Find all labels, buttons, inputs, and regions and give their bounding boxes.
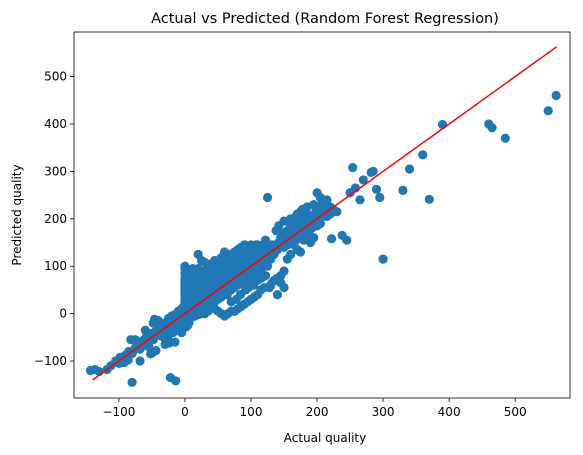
scatter-point xyxy=(404,164,415,174)
x-tick-label: 100 xyxy=(240,405,263,419)
scatter-point xyxy=(279,282,289,293)
scatter-point xyxy=(375,192,385,203)
x-tick-label: −100 xyxy=(102,405,135,419)
y-tick-label: −100 xyxy=(34,354,67,368)
scatter-point xyxy=(127,377,137,387)
scatter-point xyxy=(326,234,337,244)
x-tick-label: 400 xyxy=(438,405,461,419)
x-axis-ticks: −100 0 100 200 300 400 500 xyxy=(102,398,527,419)
scatter-point xyxy=(267,278,277,288)
x-tick-label: 300 xyxy=(372,405,395,419)
scatter-point xyxy=(181,322,191,332)
scatter-point xyxy=(307,223,317,233)
scatter-point xyxy=(289,240,299,250)
y-tick-label: 300 xyxy=(44,164,67,178)
scatter-point xyxy=(196,255,207,266)
scatter-point xyxy=(262,261,273,271)
y-tick-label: 200 xyxy=(44,212,67,226)
scatter-point xyxy=(358,175,368,185)
scatter-point xyxy=(437,119,448,130)
fit-line-layer xyxy=(92,46,558,381)
scatter-point xyxy=(424,194,434,204)
scatter-point xyxy=(164,338,174,348)
scatter-point xyxy=(378,254,388,264)
scatter-point xyxy=(348,162,358,173)
scatter-point xyxy=(551,90,561,101)
y-axis-label: Predicted quality xyxy=(10,164,24,265)
scatter-point xyxy=(142,327,152,338)
scatter-point xyxy=(171,376,181,386)
scatter-point xyxy=(203,263,213,274)
y-axis-ticks: −100 0 100 200 300 400 500 xyxy=(34,70,74,368)
scatter-point xyxy=(260,271,271,281)
scatter-point xyxy=(500,133,510,143)
scatter-point xyxy=(295,247,306,257)
scatter-point xyxy=(262,192,273,203)
scatter-point xyxy=(398,185,408,195)
scatter-point xyxy=(305,211,316,222)
chart-title: Actual vs Predicted (Random Forest Regre… xyxy=(151,11,499,27)
scatter-point xyxy=(256,245,266,255)
scatter-point xyxy=(322,195,332,205)
x-tick-label: 500 xyxy=(504,405,527,419)
fit-line xyxy=(92,46,558,381)
x-tick-label: 0 xyxy=(181,405,189,419)
scatter-point xyxy=(368,166,378,176)
scatter-point xyxy=(216,253,226,263)
scatter-point xyxy=(260,235,271,245)
plot-area xyxy=(73,31,571,399)
scatter-point xyxy=(114,358,124,368)
y-tick-label: 400 xyxy=(44,117,67,131)
scatter-point xyxy=(291,211,301,222)
y-tick-label: 0 xyxy=(59,307,67,321)
scatter-point xyxy=(144,342,154,352)
scatter-point xyxy=(222,290,232,300)
scatter-point xyxy=(272,290,283,300)
scatter-point xyxy=(487,123,497,133)
y-tick-label: 500 xyxy=(44,70,67,84)
scatter-point xyxy=(371,184,382,194)
scatter-point xyxy=(418,150,428,160)
scatter-point xyxy=(223,265,233,275)
scatter-point xyxy=(282,254,292,264)
x-tick-label: 200 xyxy=(306,405,329,419)
x-axis-label: Actual quality xyxy=(284,431,366,445)
scatter-point xyxy=(342,235,352,245)
scatter-point xyxy=(90,364,100,375)
scatter-point xyxy=(233,249,243,259)
scatter-point xyxy=(299,235,309,245)
scatter-point xyxy=(297,204,308,214)
plot-frame xyxy=(73,31,571,399)
scatter-point xyxy=(355,195,365,205)
scatter-point xyxy=(543,106,553,116)
scatter-point xyxy=(135,356,145,366)
y-tick-label: 100 xyxy=(44,259,67,273)
